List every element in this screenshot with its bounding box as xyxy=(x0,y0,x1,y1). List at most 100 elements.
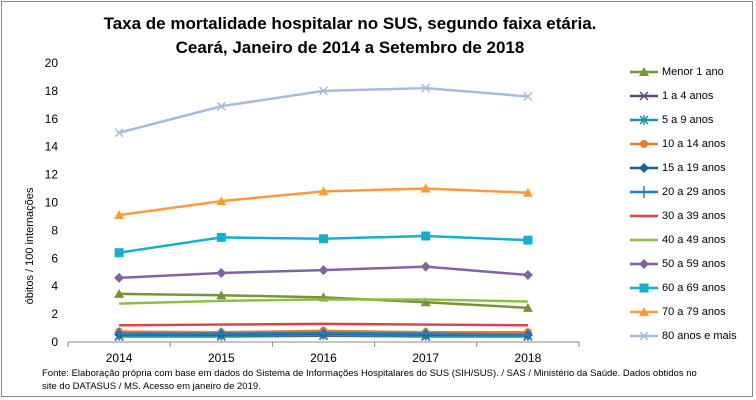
y-tick-label: 14 xyxy=(45,140,59,154)
legend-marker xyxy=(639,163,649,173)
data-point xyxy=(216,232,226,242)
y-tick-label: 16 xyxy=(45,112,59,126)
y-tick-label: 4 xyxy=(51,279,58,293)
legend-marker xyxy=(639,91,649,101)
data-point xyxy=(114,288,125,298)
data-point xyxy=(523,329,532,342)
series-30-a-39-anos xyxy=(119,322,528,327)
series-60-a-69-anos xyxy=(114,231,533,258)
series-50-a-59-anos xyxy=(114,261,533,283)
legend-marker xyxy=(640,186,648,198)
legend-marker xyxy=(639,259,649,269)
legend-swatch xyxy=(630,163,658,173)
legend-marker xyxy=(639,307,649,316)
series-menor-1-ano xyxy=(114,288,533,312)
data-point xyxy=(114,210,125,220)
legend-swatch xyxy=(630,140,658,148)
data-point xyxy=(216,196,227,206)
data-point xyxy=(318,186,329,196)
legend-label: 50 a 59 anos xyxy=(662,258,726,270)
legend-label: 40 a 49 anos xyxy=(662,234,726,246)
data-point xyxy=(114,272,125,283)
legend-marker xyxy=(639,115,649,125)
data-point xyxy=(523,235,533,245)
legend-marker xyxy=(639,283,649,293)
y-tick-label: 2 xyxy=(51,307,58,321)
legend-marker xyxy=(639,67,649,76)
legend-item: 1 a 4 anos xyxy=(630,84,737,108)
source-note: Fonte: Elaboração própria com base em da… xyxy=(42,367,722,393)
legend-item: 40 a 49 anos xyxy=(630,228,737,252)
legend-item: 70 a 79 anos xyxy=(630,300,737,324)
y-tick-label: 12 xyxy=(45,168,59,182)
series-40-a-49-anos xyxy=(119,298,528,305)
data-point xyxy=(216,101,226,111)
y-tick-label: 20 xyxy=(45,56,59,70)
legend-swatch xyxy=(630,91,658,101)
legend-item: 50 a 59 anos xyxy=(630,252,737,276)
chart-subtitle: Ceará, Janeiro de 2014 a Setembro de 201… xyxy=(175,38,525,57)
legend-item: Menor 1 ano xyxy=(630,60,737,84)
legend-item: 30 a 39 anos xyxy=(630,204,737,228)
chart-title: Taxa de mortalidade hospitalar no SUS, s… xyxy=(103,14,597,33)
legend-label: 80 anos e mais xyxy=(662,330,737,342)
y-tick-label: 6 xyxy=(51,251,58,265)
data-point xyxy=(318,265,329,276)
data-point xyxy=(522,187,533,197)
y-tick-label: 8 xyxy=(51,223,58,237)
data-point xyxy=(319,234,328,244)
x-tick-label: 2016 xyxy=(310,351,337,365)
legend-swatch xyxy=(630,214,658,218)
data-point xyxy=(421,83,431,93)
data-point xyxy=(421,327,430,340)
y-tick-label: 0 xyxy=(51,335,58,349)
legend: Menor 1 ano 1 a 4 anos 5 a 9 anos 10 a 14 a… xyxy=(630,60,737,348)
data-point xyxy=(420,183,431,193)
legend-item: 20 a 29 anos xyxy=(630,180,737,204)
legend-swatch xyxy=(630,259,658,269)
legend-label: Menor 1 ano xyxy=(662,66,724,78)
data-point xyxy=(522,302,533,312)
legend-label: 30 a 39 anos xyxy=(662,210,726,222)
legend-label: 70 a 79 anos xyxy=(662,306,726,318)
legend-label: 1 a 4 anos xyxy=(662,90,714,102)
legend-label: 60 a 69 anos xyxy=(662,282,726,294)
data-point xyxy=(217,327,226,340)
legend-swatch xyxy=(630,331,658,341)
legend-swatch xyxy=(630,307,658,316)
legend-item: 5 a 9 anos xyxy=(630,108,737,132)
legend-item: 15 a 19 anos xyxy=(630,156,737,180)
data-point xyxy=(522,270,533,281)
series-line xyxy=(119,322,528,327)
data-point xyxy=(319,326,328,339)
legend-label: 20 a 29 anos xyxy=(662,186,726,198)
series-line xyxy=(119,298,528,305)
data-point xyxy=(114,128,124,138)
series-20-a-29-anos xyxy=(115,326,532,342)
series-line xyxy=(118,86,529,134)
legend-label: 10 a 14 anos xyxy=(662,138,726,150)
y-tick-label: 10 xyxy=(45,196,59,210)
series-70-a-79-anos xyxy=(114,183,533,220)
source-line-2: site do DATASUS / MS. Acesso em janeiro … xyxy=(42,381,261,392)
data-point xyxy=(420,297,431,307)
data-point xyxy=(115,327,124,340)
x-tick-label: 2015 xyxy=(208,351,235,365)
legend-label: 15 a 19 anos xyxy=(662,162,726,174)
legend-item: 10 a 14 anos xyxy=(630,132,737,156)
data-point xyxy=(421,231,431,241)
data-point xyxy=(420,261,431,272)
legend-marker xyxy=(639,331,649,341)
y-tick-label: 18 xyxy=(45,84,59,98)
x-tick-label: 2017 xyxy=(412,351,439,365)
data-point xyxy=(523,91,533,102)
source-line-1: Fonte: Elaboração própria com base em da… xyxy=(42,368,697,379)
legend-swatch xyxy=(630,186,658,198)
legend-marker xyxy=(640,140,648,148)
legend-label: 5 a 9 anos xyxy=(662,114,714,126)
data-point xyxy=(114,248,124,258)
legend-swatch xyxy=(630,283,658,293)
series-80-anos-e-mais xyxy=(114,83,533,138)
